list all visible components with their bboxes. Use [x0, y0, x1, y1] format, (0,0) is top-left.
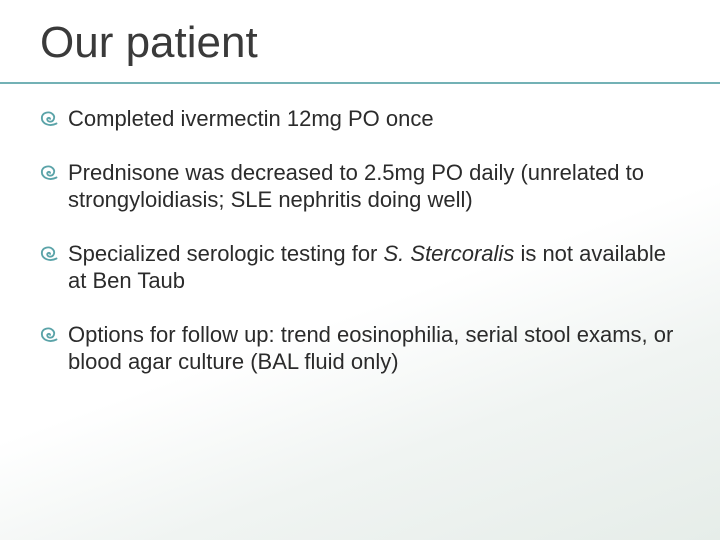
list-item-text: Options for follow up: trend eosinophili…: [68, 322, 673, 375]
list-item: Prednisone was decreased to 2.5mg PO dai…: [40, 159, 680, 214]
list-item-text: Prednisone was decreased to 2.5mg PO dai…: [68, 160, 644, 213]
slide: Our patient Completed ivermectin 12mg PO…: [0, 0, 720, 540]
list-item-text: Completed ivermectin 12mg PO once: [68, 106, 434, 131]
slide-title: Our patient: [40, 18, 258, 68]
list-item-text: Specialized serologic testing for S. Ste…: [68, 241, 666, 294]
title-underline: [0, 82, 720, 84]
swirl-bullet-icon: [40, 108, 62, 128]
italic-term: S. Stercoralis: [384, 241, 515, 266]
slide-body: Completed ivermectin 12mg PO once Predni…: [40, 105, 680, 402]
list-item: Completed ivermectin 12mg PO once: [40, 105, 680, 133]
swirl-bullet-icon: [40, 324, 62, 344]
swirl-bullet-icon: [40, 243, 62, 263]
swirl-bullet-icon: [40, 162, 62, 182]
list-item: Options for follow up: trend eosinophili…: [40, 321, 680, 376]
list-item: Specialized serologic testing for S. Ste…: [40, 240, 680, 295]
text-prefix: Specialized serologic testing for: [68, 241, 384, 266]
